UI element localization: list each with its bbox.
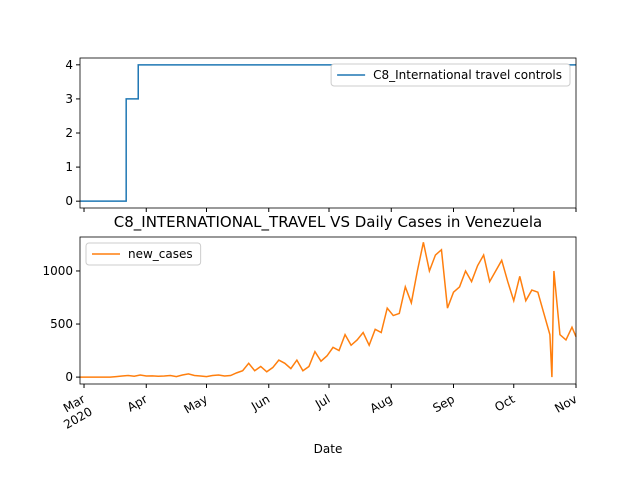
axes-frame: [79, 57, 577, 209]
legend-box: [85, 242, 202, 266]
y-tick-label: 500: [50, 317, 73, 331]
legend-label: new_cases: [128, 247, 193, 261]
x-axis-label: Date: [314, 442, 343, 456]
legend-label: C8_International travel controls: [373, 68, 562, 82]
y-tick-label: 1000: [42, 263, 73, 277]
y-tick-label: 1: [65, 160, 73, 174]
x-tick-label: Apr: [125, 391, 150, 414]
axes-frame: [79, 236, 577, 385]
series-line: [80, 64, 576, 202]
y-tick-label: 4: [65, 57, 73, 71]
x-tick-label: Mar2020: [54, 391, 95, 431]
x-tick-label: Sep: [430, 392, 457, 415]
legend: new_cases: [85, 242, 202, 266]
x-tick-label: Aug: [367, 392, 394, 416]
legend: C8_International travel controls: [330, 63, 571, 87]
x-tick-label: Oct: [492, 391, 517, 414]
y-tick-label: 3: [65, 91, 73, 105]
y-tick-label: 0: [65, 370, 73, 384]
series-line: [80, 242, 577, 378]
y-tick-label: 0: [65, 194, 73, 208]
x-tick-label: Nov: [552, 392, 579, 416]
chart-title: C8_INTERNATIONAL_TRAVEL VS Daily Cases i…: [114, 213, 542, 232]
legend-box: [330, 63, 571, 87]
y-tick-label: 2: [65, 126, 73, 140]
x-tick-label: Jun: [248, 392, 272, 414]
x-tick-label: Jul: [312, 392, 332, 412]
x-tick-label: May: [181, 392, 209, 417]
